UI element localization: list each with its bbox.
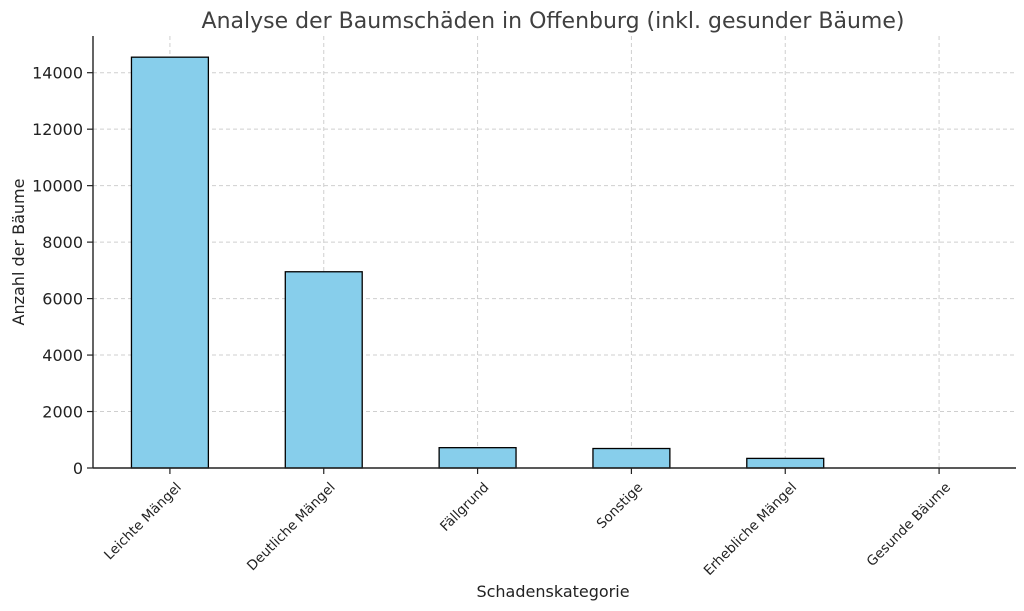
y-axis-label: Anzahl der Bäume	[9, 179, 28, 326]
y-tick-label: 0	[73, 459, 83, 478]
y-tick-label: 12000	[32, 120, 83, 139]
x-tick-label: Leichte Mängel	[101, 480, 185, 564]
x-tick-label: Deutliche Mängel	[244, 480, 339, 575]
x-axis-label: Schadenskategorie	[476, 582, 629, 601]
bar	[592, 447, 671, 469]
y-tick-label: 4000	[42, 346, 83, 365]
bar	[746, 457, 825, 469]
bar	[130, 56, 210, 469]
axes	[92, 36, 1016, 469]
x-tick-label: Fällgrund	[437, 480, 492, 535]
y-ticks: 0 2000 4000 6000 8000 10000 12000 14000	[32, 64, 93, 478]
y-tick-label: 14000	[32, 64, 83, 83]
grid	[93, 36, 1016, 469]
bar	[438, 447, 517, 469]
x-tick-label: Erhebliche Mängel	[701, 480, 800, 579]
x-tick-label: Sonstige	[594, 480, 647, 533]
chart-title: Analyse der Baumschäden in Offenburg (in…	[202, 9, 905, 34]
x-ticks: Leichte Mängel Deutliche Mängel Fällgrund S…	[101, 468, 954, 579]
y-tick-label: 2000	[42, 403, 83, 422]
y-tick-label: 10000	[32, 177, 83, 196]
bar	[284, 271, 363, 469]
x-tick-label: Gesunde Bäume	[864, 480, 954, 570]
y-tick-label: 6000	[42, 290, 83, 309]
y-tick-label: 8000	[42, 233, 83, 252]
